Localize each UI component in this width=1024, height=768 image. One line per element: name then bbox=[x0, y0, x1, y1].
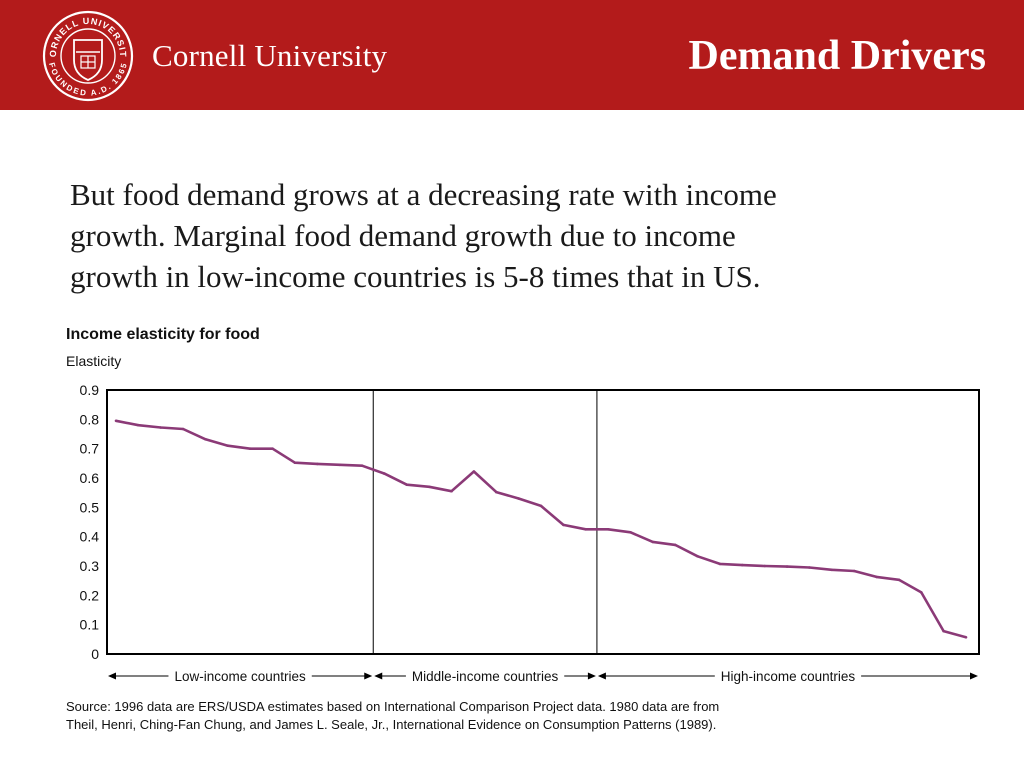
data-point bbox=[248, 447, 252, 450]
y-tick-label: 0.8 bbox=[80, 411, 100, 427]
y-tick-label: 0.3 bbox=[80, 558, 100, 574]
data-point bbox=[226, 444, 230, 447]
y-tick-label: 0.9 bbox=[80, 382, 100, 398]
income-elasticity-chart: Income elasticity for food Elasticity 00… bbox=[66, 326, 980, 684]
data-point bbox=[159, 426, 162, 429]
data-point bbox=[920, 591, 923, 594]
data-point bbox=[472, 470, 476, 473]
group-arrowhead bbox=[364, 672, 373, 680]
source-line: Source: 1996 data are ERS/USDA estimates… bbox=[66, 699, 720, 714]
data-point bbox=[293, 461, 297, 464]
data-point bbox=[204, 438, 207, 441]
data-point bbox=[562, 523, 565, 527]
plot-frame bbox=[106, 389, 980, 655]
group-arrowhead bbox=[970, 672, 978, 680]
data-point bbox=[897, 578, 901, 582]
data-point bbox=[495, 490, 498, 494]
data-point bbox=[696, 555, 699, 558]
data-point bbox=[964, 636, 968, 639]
y-axis: 0 0.1 0.2 0.3 0.4 0.5 0.6 0.7 0.8 0.9 bbox=[80, 382, 100, 662]
slide-title: Demand Drivers bbox=[688, 33, 986, 79]
y-tick-label: 0.7 bbox=[80, 441, 100, 457]
body-line: growth. Marginal food demand growth due … bbox=[70, 218, 736, 253]
data-point bbox=[114, 419, 118, 423]
data-point bbox=[338, 463, 342, 467]
data-point bbox=[405, 483, 409, 486]
data-point bbox=[360, 464, 364, 467]
group-arrowhead bbox=[108, 672, 116, 680]
source-note: Source: 1996 data are ERS/USDA estimates… bbox=[66, 698, 719, 734]
y-tick-label: 0.1 bbox=[80, 617, 100, 633]
body-text: But food demand grows at a decreasing ra… bbox=[70, 174, 970, 297]
data-point bbox=[852, 569, 856, 573]
group-arrowhead bbox=[374, 672, 383, 680]
data-point bbox=[137, 423, 140, 427]
data-point bbox=[450, 489, 453, 493]
data-point bbox=[651, 540, 655, 544]
group-label: Middle-income countries bbox=[412, 669, 559, 684]
income-group-axis: Low-income countries Middle-income countr… bbox=[108, 669, 978, 684]
body-line: But food demand grows at a decreasing ra… bbox=[70, 177, 777, 212]
cornell-seal-logo: CORNELL UNIVERSITY FOUNDED A.D. 1865 bbox=[42, 10, 134, 102]
data-point bbox=[718, 562, 722, 566]
data-point bbox=[427, 485, 431, 489]
y-tick-label: 0.6 bbox=[80, 470, 100, 486]
group-arrowhead bbox=[587, 672, 596, 680]
source-line: Theil, Henri, Ching-Fan Chung, and James… bbox=[66, 717, 717, 732]
group-label: Low-income countries bbox=[174, 669, 306, 684]
chart-title: Income elasticity for food bbox=[66, 326, 260, 343]
group-arrowhead bbox=[597, 672, 606, 680]
data-point bbox=[539, 504, 543, 508]
data-point bbox=[316, 462, 319, 466]
body-line: growth in low-income countries is 5-8 ti… bbox=[70, 259, 761, 294]
data-point bbox=[271, 447, 274, 450]
data-point bbox=[942, 629, 945, 633]
data-point bbox=[763, 564, 766, 568]
data-points bbox=[114, 419, 968, 639]
data-point bbox=[875, 575, 878, 579]
y-tick-label: 0 bbox=[91, 646, 99, 662]
data-point bbox=[181, 427, 185, 431]
group-dividers bbox=[372, 390, 598, 654]
data-point bbox=[629, 531, 632, 534]
header-bar: CORNELL UNIVERSITY FOUNDED A.D. 1865 Cor… bbox=[0, 0, 1024, 110]
y-tick-label: 0.2 bbox=[80, 587, 100, 603]
data-point bbox=[383, 472, 386, 475]
y-tick-label: 0.4 bbox=[80, 529, 100, 545]
brand-wordmark: Cornell University bbox=[152, 38, 388, 73]
data-point bbox=[741, 563, 744, 567]
data-point bbox=[673, 543, 677, 547]
y-axis-label: Elasticity bbox=[66, 353, 121, 369]
group-label: High-income countries bbox=[721, 669, 856, 684]
data-point bbox=[584, 528, 587, 531]
data-point bbox=[517, 497, 520, 500]
data-point bbox=[785, 565, 789, 568]
data-point bbox=[808, 566, 811, 569]
data-point bbox=[606, 528, 610, 531]
y-tick-label: 0.5 bbox=[80, 499, 100, 515]
data-point bbox=[830, 568, 834, 572]
